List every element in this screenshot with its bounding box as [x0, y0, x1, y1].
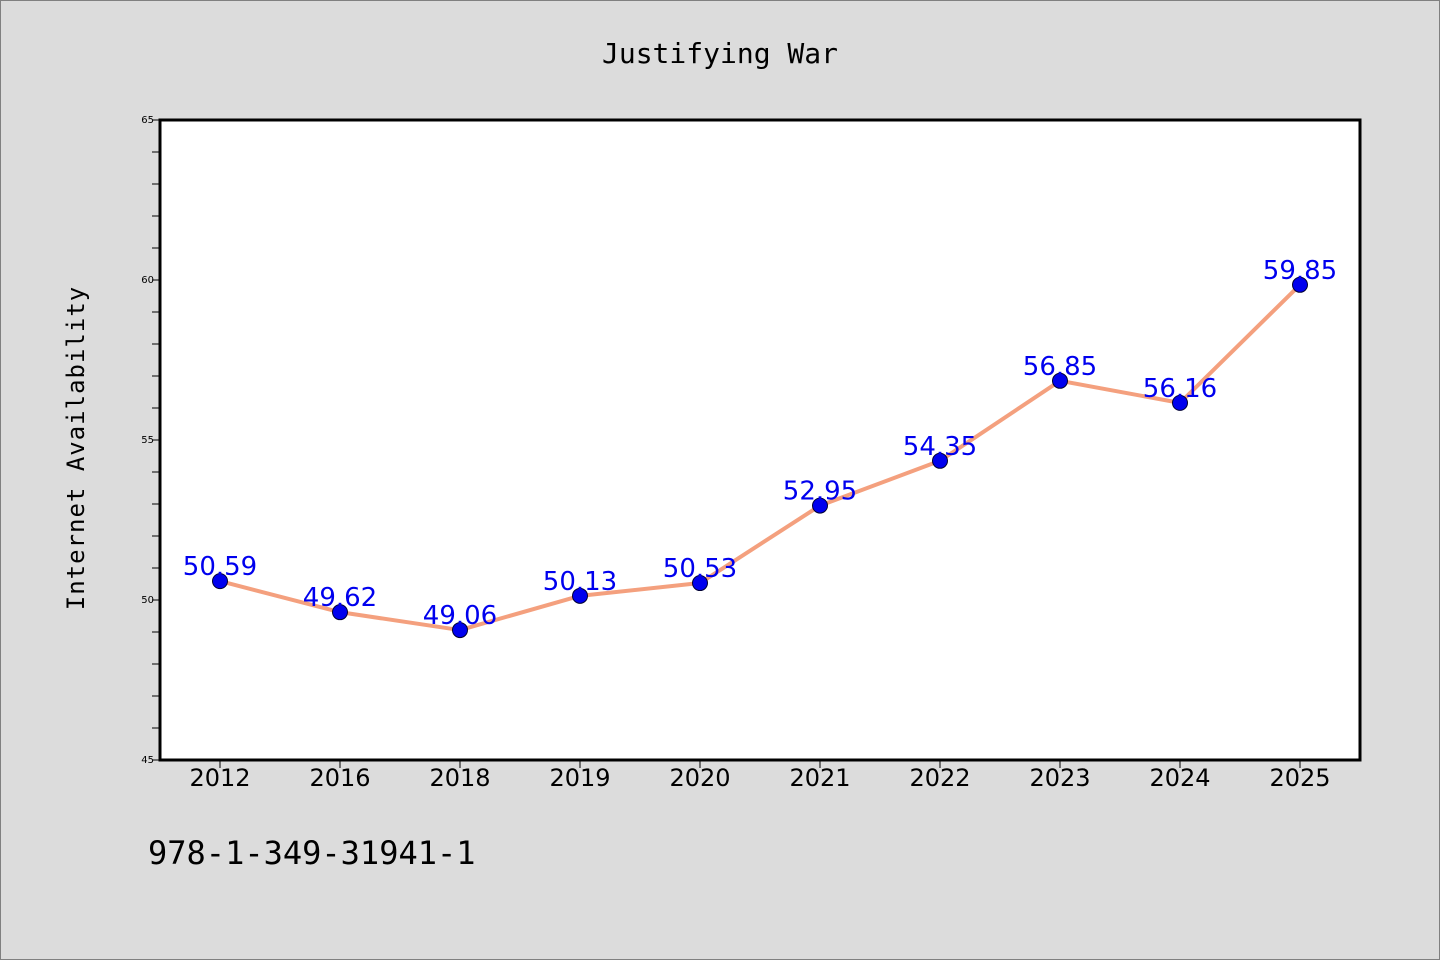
y-tick-label: 55 — [141, 435, 154, 446]
data-point — [812, 497, 828, 514]
isbn-text: 978-1-349-31941-1 — [148, 834, 476, 872]
data-point — [452, 622, 468, 639]
data-point — [1172, 394, 1188, 411]
x-tick-label: 2018 — [429, 764, 490, 792]
x-tick-label: 2024 — [1149, 764, 1210, 792]
data-label: 49.62 — [303, 583, 377, 613]
y-axis-tick-labels: 45 50 55 60 65 — [141, 115, 154, 766]
data-point — [212, 573, 228, 590]
data-point — [932, 452, 948, 469]
data-label: 56.85 — [1023, 352, 1097, 382]
data-label: 56.16 — [1143, 374, 1217, 404]
x-tick-label: 2016 — [309, 764, 370, 792]
y-tick-label: 65 — [141, 115, 154, 126]
y-axis-ticks — [152, 119, 160, 761]
chart-title: Justifying War — [602, 37, 838, 70]
data-label: 59.85 — [1263, 256, 1337, 286]
x-tick-label: 2020 — [669, 764, 730, 792]
data-label: 50.13 — [543, 567, 617, 597]
data-label: 54.35 — [903, 432, 977, 462]
x-tick-label: 2023 — [1029, 764, 1090, 792]
x-axis-ticks — [219, 760, 1301, 768]
data-labels: 50.59 49.62 49.06 50.13 50.53 52.95 54.35 56.85… — [183, 256, 1337, 631]
data-label: 50.59 — [183, 552, 257, 582]
plot-area — [158, 118, 1362, 762]
y-tick-label: 50 — [141, 595, 154, 606]
x-tick-label: 2021 — [789, 764, 850, 792]
data-point — [692, 575, 708, 592]
y-axis-label: Internet Availability — [62, 286, 90, 610]
x-tick-label: 2025 — [1269, 764, 1330, 792]
x-axis-tick-labels: 2012 2016 2018 2019 2020 2021 2022 2023 2024 2025 — [189, 764, 1330, 792]
series-markers — [212, 276, 1308, 639]
data-point — [572, 587, 588, 604]
data-point — [1292, 276, 1308, 293]
data-point — [1052, 372, 1068, 389]
data-label: 50.53 — [663, 554, 737, 584]
x-tick-label: 2022 — [909, 764, 970, 792]
series-line — [219, 283, 1302, 633]
x-tick-label: 2019 — [549, 764, 610, 792]
data-label: 49.06 — [423, 601, 497, 631]
x-tick-label: 2012 — [189, 764, 250, 792]
y-tick-label: 60 — [141, 275, 154, 286]
data-point — [332, 604, 348, 621]
y-tick-label: 45 — [141, 755, 154, 766]
data-label: 52.95 — [783, 477, 857, 507]
